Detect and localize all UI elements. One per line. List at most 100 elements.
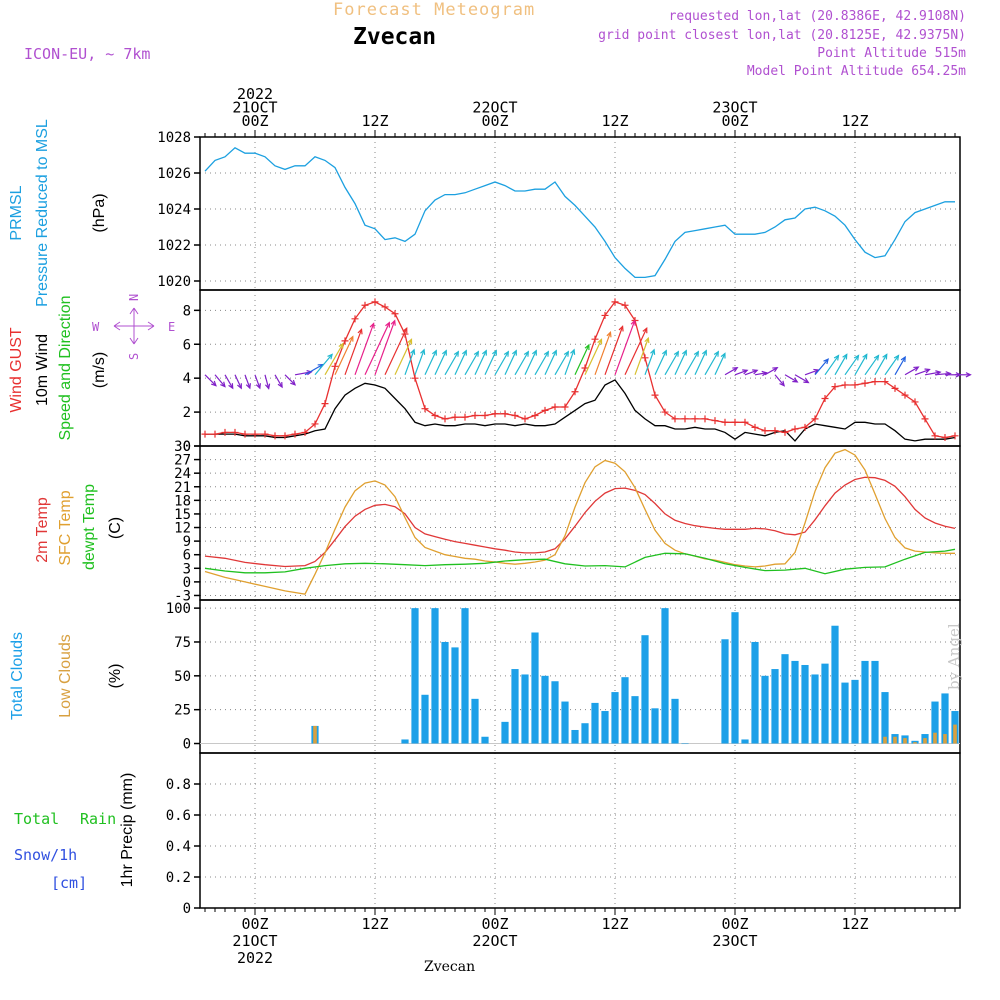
wind-arrow-head xyxy=(473,350,479,357)
x-tick-label-top: 12Z xyxy=(601,112,628,130)
wind-speed-line xyxy=(205,379,956,442)
clouds-unit: (%) xyxy=(107,664,124,689)
total-cloud-bar xyxy=(571,729,579,744)
x-tick-label-bottom: 12Z xyxy=(841,915,868,933)
wind-arrow-head xyxy=(882,353,888,360)
x-tick-label-top: 12Z xyxy=(361,112,388,130)
x-tick-label-top: 00Z xyxy=(481,112,508,130)
wind-arrows xyxy=(204,319,972,390)
wind-arrow-head xyxy=(644,336,650,344)
wind-arrow xyxy=(344,329,363,375)
panel-frame xyxy=(199,136,961,291)
wind-arrow-head xyxy=(220,381,226,388)
total-cloud-bar xyxy=(821,663,829,744)
pressure-label-1: PRMSL xyxy=(8,185,25,240)
wind-arrow xyxy=(724,367,738,376)
wind-arrow-head xyxy=(385,321,391,328)
wind-arrow xyxy=(614,320,636,375)
compass-east: E xyxy=(168,320,175,334)
gust-marker xyxy=(431,411,439,419)
wind-arrow xyxy=(454,350,467,376)
pressure-series xyxy=(204,147,955,279)
wind-label: 10m Wind xyxy=(34,334,51,406)
wind-arrow xyxy=(394,339,413,376)
y-tick-label: 1026 xyxy=(157,166,191,182)
wind-arrow xyxy=(634,337,649,375)
gust-marker xyxy=(471,411,479,419)
wind-arrow-head xyxy=(369,322,375,329)
y-tick-label: 30 xyxy=(174,439,191,455)
panel-pressure: 1020 1022 1024 1026 1028 xyxy=(157,130,961,291)
gust-marker xyxy=(511,411,519,419)
wind-arrow xyxy=(894,356,906,376)
total-cloud-bar xyxy=(441,641,449,744)
gust-marker xyxy=(761,427,769,435)
y-tick-label: 0.8 xyxy=(166,777,191,793)
gust-marker xyxy=(241,430,249,438)
gust-marker xyxy=(261,430,269,438)
wind-arrow xyxy=(554,351,569,376)
wind-arrow xyxy=(384,327,408,376)
total-cloud-bar xyxy=(501,721,509,744)
wind-arrow-head xyxy=(348,335,354,342)
wind-arrow xyxy=(844,355,859,376)
low-cloud-bar xyxy=(893,736,897,744)
gust-marker xyxy=(281,432,289,440)
wind-arrow xyxy=(214,374,226,387)
gust-marker xyxy=(871,378,879,386)
gust-marker xyxy=(491,410,499,418)
wind-arrow-head xyxy=(713,350,719,357)
total-cloud-bar xyxy=(621,677,629,744)
wind-arrow-head xyxy=(642,326,648,334)
y-tick-label: 0 xyxy=(183,575,191,591)
wind-arrow-head xyxy=(210,380,217,387)
wind-arrow-head xyxy=(597,338,603,345)
panel-precip: 0 0.2 0.4 0.6 0.8 xyxy=(166,752,961,917)
wind-arrow xyxy=(734,369,748,376)
gust-marker xyxy=(571,388,579,396)
total-cloud-bar xyxy=(541,675,549,744)
wind-unit: (m/s) xyxy=(91,352,108,388)
gridpoint-coords: grid point closest lon,lat (20.8125E, 42… xyxy=(598,28,966,43)
total-cloud-bar xyxy=(861,660,869,744)
wind-arrow-head xyxy=(327,353,333,360)
total-cloud-bar xyxy=(431,608,439,744)
wind-arrow xyxy=(524,350,537,376)
gust-marker xyxy=(771,427,779,435)
wind-arrow xyxy=(354,323,375,375)
wind-arrow-head xyxy=(237,383,242,390)
x-tick-label-top: 21OCT xyxy=(232,99,277,117)
gust-marker xyxy=(621,301,629,309)
total-cloud-bar xyxy=(481,736,489,744)
wind-arrow xyxy=(464,351,479,376)
gust-marker xyxy=(841,381,849,389)
gust-marker xyxy=(581,364,589,372)
gridlines xyxy=(200,136,960,909)
wind-arrow xyxy=(414,349,425,375)
wind-arrow xyxy=(864,355,879,376)
compass-west: W xyxy=(92,320,100,334)
wind-arrow-head xyxy=(390,319,396,326)
wind-arrow xyxy=(284,374,296,386)
x-tick-label-top: 22OCT xyxy=(472,99,517,117)
wind-arrow xyxy=(694,350,707,376)
requested-coords: requested lon,lat (20.8386E, 42.9108N) xyxy=(668,9,966,24)
temp-line-2 xyxy=(204,448,955,595)
wind-arrow-head xyxy=(779,380,786,387)
wind-arrow xyxy=(664,351,679,376)
wind-arrow-head xyxy=(742,369,749,375)
y-tick-label: 1022 xyxy=(157,238,191,254)
wind-arrow xyxy=(804,369,819,376)
wind-arrow xyxy=(544,350,557,376)
gust-marker xyxy=(891,384,899,392)
credit-watermark: by Angel xyxy=(945,623,963,690)
total-cloud-bar xyxy=(471,698,479,744)
wind-arrow xyxy=(434,350,447,376)
wind-gust-line xyxy=(205,301,956,439)
model-label: ICON-EU, ~ 7km xyxy=(24,45,151,63)
y-tick-label: 6 xyxy=(183,548,191,564)
gust-marker xyxy=(341,337,349,345)
total-cloud-bar xyxy=(851,679,859,744)
wind-arrow-head xyxy=(570,348,576,355)
